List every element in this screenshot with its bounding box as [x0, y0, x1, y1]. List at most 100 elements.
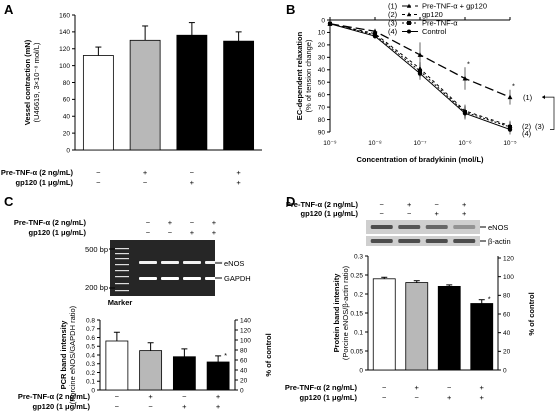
panel-a-bar [223, 40, 255, 151]
panel-a-tnf-sign: − [190, 168, 195, 177]
panel-a-bar [129, 39, 161, 151]
panel-d-actin-band [425, 239, 448, 243]
panel-b-bracket-arrow [542, 95, 545, 100]
panel-a-bar [82, 55, 114, 151]
panel-d-bar [405, 282, 429, 371]
panel-d-ytick-label: 0.3 [354, 253, 363, 260]
panel-a-tnf-sign: − [96, 168, 101, 177]
panel-a-gp120-sign: + [236, 178, 241, 187]
panel-c-ytick-label: 0.1 [86, 379, 95, 386]
panel-d-ytick-label: 0.2 [354, 291, 363, 298]
panel-d-enos-band [370, 225, 393, 229]
panel-d-actin-label: β-actin [488, 237, 511, 246]
panel-d-actin-band [398, 239, 421, 243]
panel-b-xtick-label: 10⁻⁹ [323, 140, 337, 147]
panel-c-gapdh-band [161, 277, 179, 280]
panel-a-ytick-label: 0 [66, 147, 70, 154]
panel-a-gp120-label: gp120 (1 μg/mL) [15, 178, 73, 187]
panel-b-legend-index: (4) [388, 27, 398, 36]
panel-d-gp120-label: gp120 (1 μg/mL) [299, 393, 357, 402]
panel-c-gp120-sign: − [115, 402, 120, 411]
panel-d-blot-tnf-sign: − [380, 200, 385, 209]
panel-b-point [417, 71, 423, 76]
panel-c-treatment-tnf-label: Pre-TNF-α (2 ng/mL) [14, 218, 87, 227]
panel-c-gel-tnf-sign: + [212, 218, 217, 227]
panel-c-gel-image [110, 240, 215, 296]
panel-d-blot-actin [366, 236, 480, 246]
panel-c-bar [139, 350, 163, 391]
panel-a-ytick-label: 80 [63, 80, 71, 87]
panel-d-blot-enos [366, 220, 480, 234]
panel-c-ladder-band [115, 258, 129, 260]
panel-c-gel-tnf-sign: − [190, 218, 195, 227]
panel-b-ytick-label: 40 [318, 67, 326, 74]
panel-b-ytick-label: 70 [318, 104, 326, 111]
panel-b-bracket [542, 96, 555, 130]
panel-c-y2tick-label: 0 [240, 387, 244, 394]
panel-a-ytick-label: 100 [59, 63, 70, 70]
panel-b-legend-index: (3) [388, 19, 398, 28]
panel-b-legend-index: (2) [388, 10, 398, 19]
panel-d-y2tick-label: 20 [503, 349, 511, 356]
panel-a-ytick-label: 40 [63, 114, 71, 121]
panel-c-treatment-gp120-label: gp120 (1 μg/mL) [28, 228, 86, 237]
panel-b-y-label: EC-dependent relaxation [295, 31, 304, 120]
panel-c-letter: C [4, 194, 14, 209]
panel-c-y2tick-label: 100 [240, 337, 251, 344]
panel-b-letter: B [286, 2, 295, 17]
panel-d-y2tick-label: 80 [503, 293, 511, 300]
panel-c-ladder-band [115, 283, 129, 285]
panel-c-ytick-label: 0 [91, 387, 95, 394]
panel-d-blot-tnf-sign: + [407, 200, 412, 209]
panel-b-end-label: (4) [522, 129, 532, 138]
panel-d-bar [470, 303, 494, 371]
panel-d-y-sublabel: (Porcine eNOS/β-actin ratio) [341, 265, 350, 360]
panel-a-ytick-label: 60 [63, 97, 71, 104]
panel-b-xtick-label: 10⁻⁸ [368, 140, 382, 147]
panel-b-point [372, 28, 378, 34]
panel-c-gel-gp120-sign: + [190, 228, 195, 237]
panel-c-enos-band [161, 261, 179, 264]
panel-a-gp120-sign: + [190, 178, 195, 187]
panel-d-gp120-sign: − [382, 393, 387, 402]
panel-c-gapdh-band [183, 277, 201, 280]
panel-b-legend-marker [406, 12, 412, 17]
panel-c-y-sublabel: (Porcine eNOS/GAPDH ratio) [68, 305, 77, 404]
panel-d-treatment-gp120-label: gp120 (1 μg/mL) [300, 209, 358, 218]
panel-b-ytick-label: 20 [318, 42, 326, 49]
panel-d-tnf-sign: + [415, 383, 420, 392]
panel-c-marker-label: Marker [108, 298, 133, 307]
panel-d-ytick-label: 0 [359, 367, 363, 374]
panel-b-y-sublabel: (% of tension change) [304, 39, 313, 112]
panel-b-significance-star: * [512, 82, 515, 91]
panel-b-ytick-label: 10 [318, 30, 326, 37]
panel-b-point [372, 33, 378, 39]
panel-b-xtick-label: 10⁻⁷ [413, 140, 427, 147]
panel-d-y2tick-label: 120 [503, 255, 514, 262]
panel-c-ytick-label: 0.4 [86, 352, 95, 359]
panel-b-ytick-label: 60 [318, 92, 326, 99]
panel-c-gp120-sign: − [148, 402, 153, 411]
panel-c-y2tick-label: 120 [240, 327, 251, 334]
panel-c-y2tick-label: 80 [240, 347, 248, 354]
panel-b-point [507, 127, 513, 132]
panel-b-end-label: (2) [522, 122, 532, 131]
panel-a-gp120-sign: − [96, 178, 101, 187]
panel-b-x-label: Concentration of bradykinin (mol/L) [356, 155, 484, 164]
panel-d-blot-tnf-sign: − [435, 200, 440, 209]
panel-c-y2tick-label: 20 [240, 377, 248, 384]
panel-d-blot-gp120-sign: + [435, 209, 440, 218]
panel-c-ladder-band [115, 248, 129, 250]
panel-c-gel-gp120-sign: − [146, 228, 151, 237]
panel-a-tnf-sign: + [236, 168, 241, 177]
panel-b-ytick-label: 30 [318, 55, 326, 62]
panel-b-legend-text: gp120 [422, 10, 443, 19]
panel-d-tnf-sign: − [447, 383, 452, 392]
panel-c-enos-band [139, 261, 157, 264]
panel-c-ladder-200: 200 bp [85, 283, 108, 292]
panel-d-actin-band [370, 239, 393, 243]
panel-c-ladder-band [115, 253, 129, 255]
panel-b-ytick-label: 50 [318, 80, 326, 87]
panel-d-blot-gp120-sign: − [407, 209, 412, 218]
panel-b-point [507, 94, 513, 100]
